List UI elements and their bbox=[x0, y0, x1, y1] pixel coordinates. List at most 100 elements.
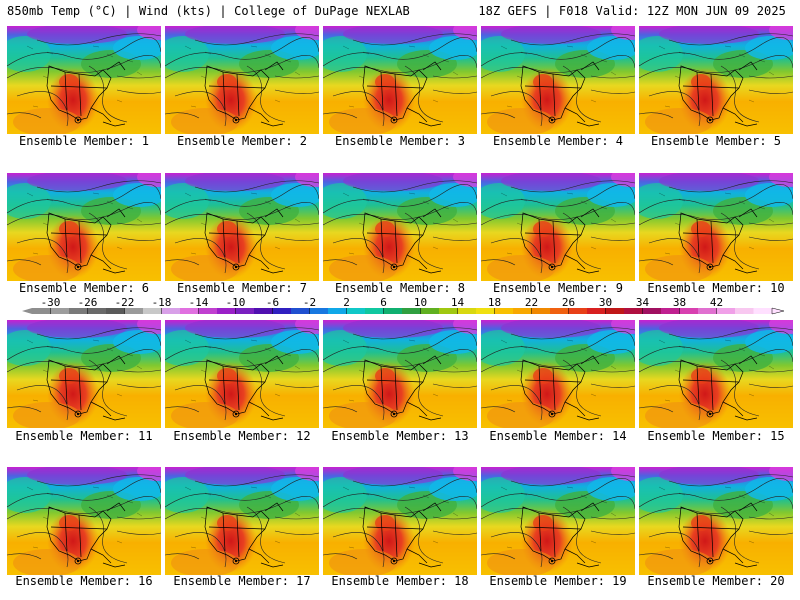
colorbar-swatch bbox=[716, 308, 736, 314]
ensemble-member-map bbox=[481, 467, 635, 575]
colorbar-swatch bbox=[291, 308, 310, 314]
colorbar-swatch bbox=[494, 308, 514, 314]
colorbar-swatch bbox=[402, 308, 421, 314]
ensemble-member-label: Ensemble Member: 19 bbox=[489, 574, 627, 588]
ensemble-member-map bbox=[323, 320, 477, 428]
colorbar-swatch bbox=[420, 308, 440, 314]
colorbar-swatch bbox=[309, 308, 329, 314]
colorbar-tick-label: 22 bbox=[525, 296, 538, 309]
colorbar-tick-label: -18 bbox=[152, 296, 172, 309]
colorbar-swatch bbox=[698, 308, 717, 314]
ensemble-member-map bbox=[323, 173, 477, 281]
colorbar-tick-label: 6 bbox=[380, 296, 387, 309]
ensemble-member-map bbox=[7, 26, 161, 134]
colorbar-swatch bbox=[217, 308, 236, 314]
colorbar-tick-label: -6 bbox=[266, 296, 279, 309]
ensemble-member-label: Ensemble Member: 16 bbox=[15, 574, 153, 588]
colorbar-swatch bbox=[124, 308, 144, 314]
colorbar-swatch bbox=[642, 308, 662, 314]
ensemble-member-label: Ensemble Member: 1 bbox=[18, 134, 150, 148]
ensemble-member-label: Ensemble Member: 9 bbox=[492, 281, 624, 295]
colorbar-swatch bbox=[50, 308, 70, 314]
colorbar-tick-label: 38 bbox=[673, 296, 686, 309]
colorbar-swatch bbox=[161, 308, 181, 314]
ensemble-member-label: Ensemble Member: 20 bbox=[647, 574, 785, 588]
ensemble-member-map bbox=[165, 467, 319, 575]
colorbar-swatch bbox=[513, 308, 532, 314]
ensemble-member-label: Ensemble Member: 3 bbox=[334, 134, 466, 148]
colorbar-tick-label: 42 bbox=[710, 296, 723, 309]
ensemble-member-label: Ensemble Member: 7 bbox=[176, 281, 308, 295]
colorbar-swatch bbox=[568, 308, 588, 314]
colorbar-swatch bbox=[69, 308, 88, 314]
colorbar-tick-label: 34 bbox=[636, 296, 650, 309]
colorbar-tick-label: 2 bbox=[343, 296, 350, 309]
colorbar-swatch bbox=[143, 308, 162, 314]
ensemble-member-label: Ensemble Member: 12 bbox=[173, 429, 311, 443]
colorbar-swatch bbox=[235, 308, 255, 314]
colorbar-swatch bbox=[735, 308, 754, 314]
colorbar-swatch bbox=[254, 308, 273, 314]
ensemble-member-map bbox=[481, 173, 635, 281]
colorbar-swatch bbox=[624, 308, 643, 314]
ensemble-member-map bbox=[639, 173, 793, 281]
colorbar-swatch bbox=[32, 308, 51, 314]
ensemble-member-map bbox=[7, 467, 161, 575]
colorbar-swatch bbox=[87, 308, 107, 314]
colorbar-tick-label: -14 bbox=[189, 296, 209, 309]
colorbar-swatch bbox=[365, 308, 384, 314]
colorbar-tick-label: 30 bbox=[599, 296, 612, 309]
colorbar-swatch bbox=[605, 308, 625, 314]
colorbar-swatch bbox=[328, 308, 347, 314]
colorbar-tick-label: 10 bbox=[414, 296, 427, 309]
ensemble-member-label: Ensemble Member: 17 bbox=[173, 574, 311, 588]
ensemble-member-map bbox=[165, 320, 319, 428]
colorbar-swatch bbox=[346, 308, 366, 314]
ensemble-member-map bbox=[323, 26, 477, 134]
colorbar-tick-label: -26 bbox=[78, 296, 98, 309]
colorbar-right-arrow bbox=[771, 307, 785, 315]
colorbar-tick-label: 14 bbox=[451, 296, 465, 309]
colorbar-tick-label: -2 bbox=[303, 296, 316, 309]
colorbar-tick-label: -10 bbox=[226, 296, 246, 309]
ensemble-member-map bbox=[165, 26, 319, 134]
colorbar-swatch bbox=[198, 308, 218, 314]
ensemble-member-label: Ensemble Member: 14 bbox=[489, 429, 627, 443]
colorbar-left-arrow bbox=[22, 308, 32, 314]
colorbar-swatch bbox=[531, 308, 551, 314]
ensemble-member-label: Ensemble Member: 5 bbox=[650, 134, 782, 148]
colorbar-swatch bbox=[180, 308, 199, 314]
ensemble-member-label: Ensemble Member: 13 bbox=[331, 429, 469, 443]
colorbar-swatch bbox=[439, 308, 458, 314]
colorbar-tick-label: 18 bbox=[488, 296, 501, 309]
map-title: 850mb Temp (°C) | Wind (kts) | College o… bbox=[7, 4, 410, 18]
ensemble-member-map bbox=[165, 173, 319, 281]
ensemble-member-map bbox=[7, 320, 161, 428]
colorbar-tick-label: 26 bbox=[562, 296, 575, 309]
ensemble-member-label: Ensemble Member: 11 bbox=[15, 429, 153, 443]
ensemble-member-map bbox=[639, 467, 793, 575]
ensemble-member-label: Ensemble Member: 4 bbox=[492, 134, 624, 148]
colorbar-swatch bbox=[272, 308, 292, 314]
colorbar-swatch bbox=[383, 308, 403, 314]
colorbar-swatch bbox=[753, 308, 773, 314]
colorbar-swatch bbox=[550, 308, 569, 314]
ensemble-member-map bbox=[481, 26, 635, 134]
ensemble-member-label: Ensemble Member: 15 bbox=[647, 429, 785, 443]
ensemble-member-map bbox=[7, 173, 161, 281]
colorbar-swatch bbox=[587, 308, 606, 314]
colorbar-swatch bbox=[457, 308, 477, 314]
colorbar-swatch bbox=[661, 308, 680, 314]
model-run-info: 18Z GEFS | F018 Valid: 12Z MON JUN 09 20… bbox=[478, 4, 786, 18]
ensemble-member-map bbox=[639, 26, 793, 134]
ensemble-member-label: Ensemble Member: 6 bbox=[18, 281, 150, 295]
colorbar-swatch bbox=[679, 308, 699, 314]
colorbar-tick-label: -22 bbox=[115, 296, 135, 309]
ensemble-member-map bbox=[323, 467, 477, 575]
ensemble-member-label: Ensemble Member: 10 bbox=[647, 281, 785, 295]
colorbar-swatch bbox=[476, 308, 495, 314]
colorbar-tick-label: -30 bbox=[41, 296, 61, 309]
colorbar-swatch bbox=[106, 308, 125, 314]
ensemble-member-map bbox=[639, 320, 793, 428]
temperature-colorbar: -30 -26 -22 -18 -14 -10 -6 -2 2 6 10 14 18 22 26 30 34 38… bbox=[22, 296, 785, 315]
